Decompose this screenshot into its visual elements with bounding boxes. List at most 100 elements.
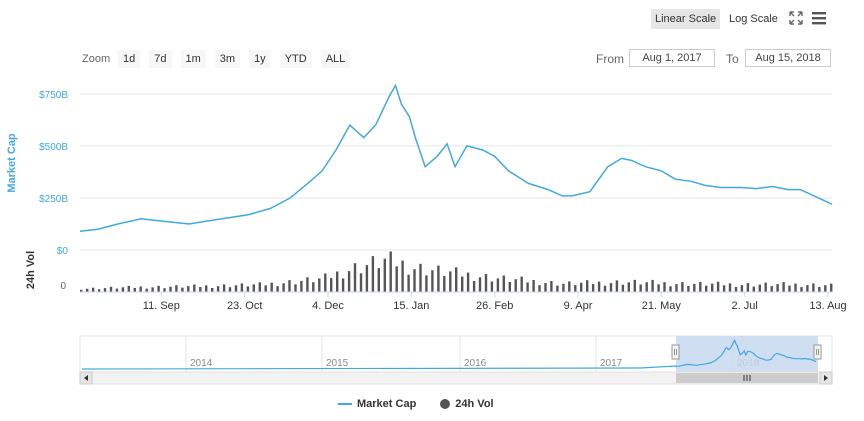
volume-bar [312, 282, 315, 292]
volume-bar [216, 286, 220, 292]
volume-bar [544, 283, 547, 292]
zoom-all-button[interactable]: ALL [320, 50, 351, 68]
volume-bar [139, 286, 142, 292]
volume-bar [526, 282, 529, 292]
volume-bar [693, 283, 696, 292]
volume-bar [788, 285, 791, 292]
volume-bar [222, 284, 226, 292]
zoom-1y-button[interactable]: 1y [249, 50, 271, 68]
volume-bar [669, 286, 672, 292]
volume-bar [800, 287, 803, 293]
market-cap-series-line [79, 83, 833, 233]
volume-bar [621, 284, 625, 292]
volume-bar [496, 278, 500, 292]
volume-bar [163, 288, 166, 292]
zoom-1m-button[interactable]: 1m [180, 50, 206, 68]
volume-bar [466, 272, 470, 292]
volume-bar [425, 275, 428, 292]
volume-bar [455, 267, 458, 292]
volume-bar [151, 287, 154, 292]
volume-bar [580, 282, 583, 292]
volume-bar [520, 276, 523, 292]
zoom-1d-button[interactable]: 1d [118, 50, 141, 68]
volume-bar [246, 286, 250, 292]
zoom-7d-button[interactable]: 7d [149, 50, 172, 68]
from-label: From [596, 52, 624, 66]
volume-bar [258, 282, 261, 292]
volume-bar [770, 286, 773, 292]
volume-bar [80, 289, 83, 292]
volume-bar [389, 251, 392, 292]
volume-bar [91, 287, 95, 292]
navigator-left-handle[interactable] [671, 344, 680, 360]
zoom-ytd-button[interactable]: YTD [279, 50, 312, 68]
volume-bar [324, 273, 327, 292]
volume-bar [478, 277, 482, 292]
market-cap-y-tick: $250B [39, 194, 68, 205]
volume-bar [645, 282, 648, 292]
volume-bar [359, 273, 363, 292]
from-date-input[interactable] [629, 49, 715, 67]
volume-bar [449, 271, 452, 292]
volume-bar [556, 285, 559, 292]
volume-bar [776, 284, 779, 292]
volume-bar [234, 285, 238, 292]
expand-arrows-icon[interactable] [788, 10, 804, 26]
volume-bar [187, 286, 190, 292]
linear-scale-button[interactable]: Linear Scale [651, 9, 721, 29]
volume-bar [407, 274, 410, 292]
scroll-right-arrow-icon[interactable] [819, 371, 833, 385]
volume-bar [603, 285, 607, 292]
x-tick-label: 4. Dec [312, 300, 344, 312]
volume-bar [443, 275, 446, 292]
volume-bar [86, 288, 89, 292]
navigator[interactable]: 20142015201620172018 [79, 335, 833, 385]
volume-bar [306, 277, 309, 292]
volume-bar [383, 258, 386, 292]
to-date-input[interactable] [745, 49, 831, 67]
legend-item-market-cap[interactable]: Market Cap [338, 398, 416, 410]
volume-series-bars [80, 251, 833, 293]
volume-bar [175, 285, 178, 292]
volume-bar [395, 266, 398, 292]
volume-bar [133, 287, 136, 292]
volume-bar [705, 285, 708, 292]
volume-bar [574, 285, 577, 292]
volume-bar [115, 288, 119, 292]
legend-item-volume[interactable]: 24h Vol [440, 398, 494, 410]
volume-bar [591, 284, 595, 292]
volume-bar [746, 283, 750, 292]
volume-bar [193, 284, 196, 292]
volume-bar [639, 284, 642, 292]
zoom-3m-button[interactable]: 3m [214, 50, 241, 68]
volume-bar [341, 278, 345, 292]
market-cap-y-axis: $750B $500B $250B $0 [39, 90, 68, 257]
volume-bar [508, 282, 511, 292]
volume-bar [300, 280, 303, 292]
volume-bar [663, 282, 666, 292]
volume-bar [127, 285, 130, 292]
volume-bar [347, 271, 351, 292]
volume-bar [472, 281, 476, 292]
scroll-left-arrow-icon[interactable] [79, 371, 93, 385]
volume-y-tick: 0 [60, 281, 66, 292]
volume-bar [330, 278, 333, 292]
volume-bar [764, 282, 767, 292]
navigator-year-label: 2016 [464, 358, 487, 369]
volume-bar [365, 265, 369, 292]
volume-bar [722, 285, 726, 292]
volume-bar [812, 283, 815, 292]
volume-bar [228, 287, 232, 292]
volume-bar [615, 280, 619, 292]
navigator-right-handle[interactable] [813, 344, 822, 360]
x-tick-label: 23. Oct [227, 300, 262, 312]
log-scale-button[interactable]: Log Scale [729, 13, 778, 25]
chart-gridlines [80, 93, 832, 251]
volume-bar [336, 271, 339, 292]
volume-bar [502, 275, 505, 292]
volume-bar [687, 286, 690, 292]
volume-bar [490, 281, 494, 292]
hamburger-menu-icon[interactable] [811, 10, 827, 26]
navigator-year-label: 2015 [326, 358, 349, 369]
